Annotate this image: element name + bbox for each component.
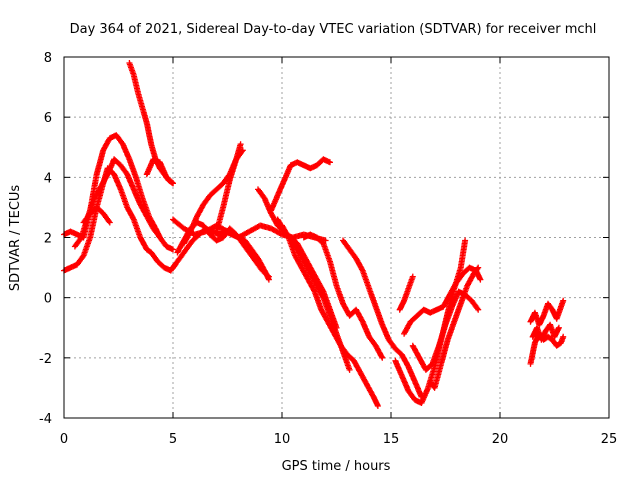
chart-title: Day 364 of 2021, Sidereal Day-to-day VTE… <box>70 22 597 37</box>
x-tick-label: 5 <box>169 432 177 447</box>
y-axis-label: SDTVAR / TECUs <box>8 185 23 292</box>
x-tick-label: 10 <box>274 432 291 447</box>
y-tick-label: 4 <box>44 171 52 186</box>
x-tick-label: 25 <box>601 432 618 447</box>
y-tick-label: 2 <box>44 232 52 247</box>
y-tick-label: -2 <box>39 352 52 367</box>
y-tick-label: 0 <box>44 292 52 307</box>
y-tick-label: 6 <box>44 111 52 126</box>
x-axis-label: GPS time / hours <box>282 459 391 474</box>
y-tick-label: -4 <box>39 412 52 427</box>
x-tick-label: 15 <box>383 432 400 447</box>
x-tick-label: 20 <box>492 432 509 447</box>
x-tick-label: 0 <box>60 432 68 447</box>
y-tick-label: 8 <box>44 51 52 66</box>
